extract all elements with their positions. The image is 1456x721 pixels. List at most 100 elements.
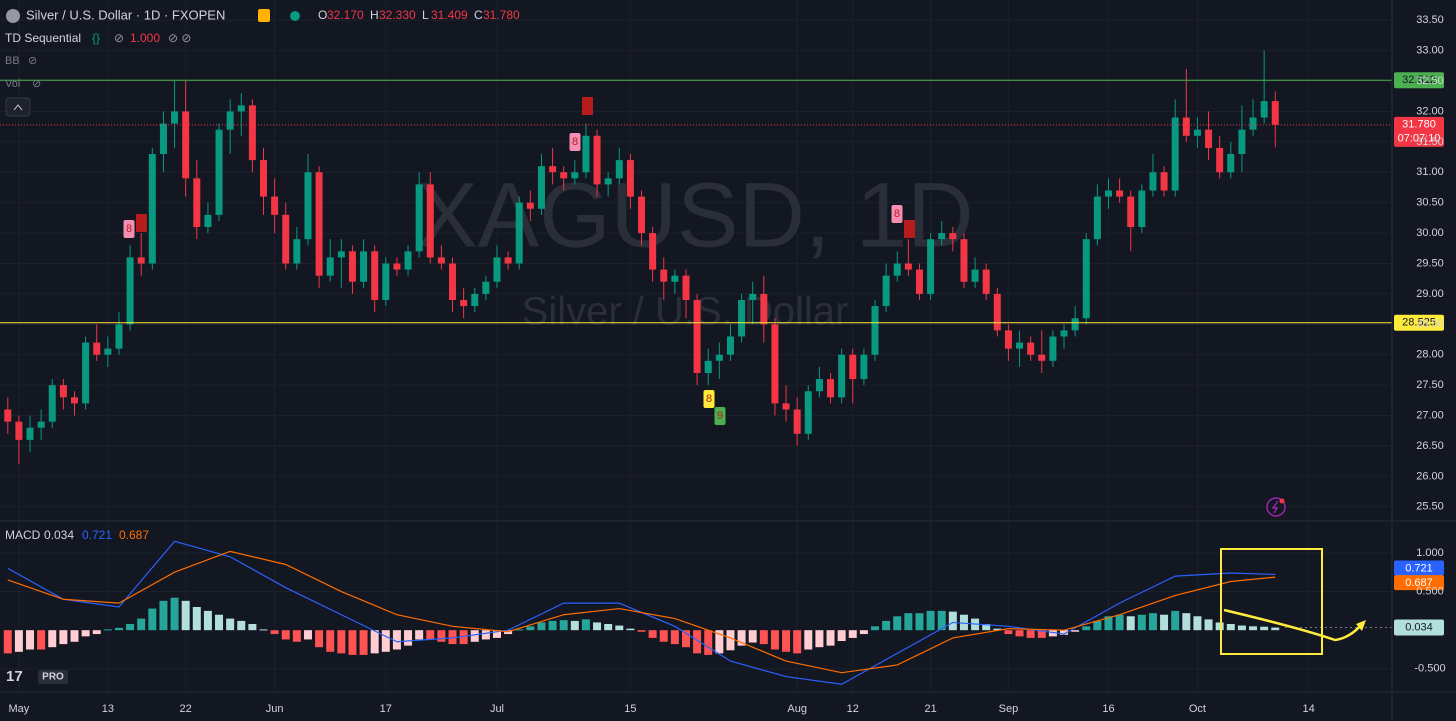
- indicator-icon[interactable]: {}: [92, 31, 100, 45]
- y-tick-label: 31.00: [1416, 166, 1444, 178]
- macd-histogram-bar: [270, 630, 279, 635]
- candle-body: [749, 293, 757, 300]
- x-tick-label: 22: [180, 703, 192, 715]
- candle-body: [1104, 190, 1112, 197]
- candle-body: [282, 214, 290, 264]
- symbol-title[interactable]: Silver / U.S. Dollar · 1D · FXOPEN: [26, 7, 225, 22]
- macd-histogram-bar: [37, 630, 46, 650]
- hidden-icon[interactable]: ⊘: [32, 78, 41, 90]
- macd-histogram-bar: [715, 630, 724, 654]
- alert-dot: [1279, 498, 1285, 504]
- hidden-icon[interactable]: ⊘: [28, 55, 37, 67]
- candle-body: [237, 105, 245, 112]
- candle-body: [115, 324, 123, 349]
- candle-body: [1027, 342, 1035, 355]
- collapse-button[interactable]: [5, 97, 31, 117]
- candle-body: [215, 129, 223, 215]
- macd-histogram-bar: [837, 630, 846, 641]
- macd-histogram-bar: [48, 630, 57, 648]
- macd-histogram-bar: [1104, 616, 1113, 631]
- flag-icon[interactable]: [258, 9, 270, 22]
- candle-body: [704, 360, 712, 373]
- td-arrow: [582, 97, 593, 115]
- td-label-box: [703, 390, 715, 408]
- macd-histogram-bar: [3, 630, 12, 654]
- y-tick-label: 31.50: [1416, 136, 1444, 148]
- candle-body: [1016, 342, 1024, 349]
- macd-histogram-bar: [1171, 610, 1180, 631]
- candle-body: [293, 239, 301, 264]
- macd-histogram-bar: [192, 607, 201, 631]
- candle-body: [104, 348, 112, 355]
- macd-histogram-bar: [215, 614, 224, 631]
- indicator-name[interactable]: TD Sequential: [5, 31, 81, 45]
- td-label: 8: [894, 208, 900, 220]
- macd-histogram-bar: [303, 630, 312, 640]
- indicator-name[interactable]: Vol: [5, 78, 20, 90]
- x-tick-label: 21: [924, 703, 936, 715]
- ohlc-letter: O: [318, 8, 327, 22]
- macd-histogram-bar: [559, 620, 568, 631]
- candle-body: [1182, 117, 1190, 136]
- candle-body: [404, 251, 412, 270]
- macd-histogram-bar: [948, 611, 957, 631]
- macd-histogram-bar: [959, 614, 968, 631]
- macd-histogram-bar: [370, 630, 379, 654]
- watermark-title: XAGUSD, 1D: [416, 164, 973, 266]
- macd-histogram-bar: [159, 600, 168, 631]
- td-label-box: [891, 205, 903, 223]
- macd-histogram-bar: [315, 630, 324, 648]
- macd-histogram-bar: [415, 630, 424, 640]
- macd-histogram-bar: [926, 610, 935, 631]
- macd-histogram-bar: [470, 630, 479, 642]
- candle-body: [449, 263, 457, 300]
- macd-histogram-bar: [848, 630, 857, 638]
- logo-text: PRO: [42, 672, 64, 683]
- candle-body: [1116, 190, 1124, 197]
- x-tick-label: May: [9, 703, 30, 715]
- macd-histogram-bar: [148, 608, 157, 631]
- candle-body: [827, 379, 835, 398]
- macd-histogram-bar: [170, 597, 179, 631]
- y-tick-label: 33.50: [1416, 14, 1444, 26]
- macd-histogram-bar: [248, 624, 257, 631]
- candle-body: [526, 202, 534, 209]
- macd-histogram-bar: [259, 629, 268, 631]
- annotation-box[interactable]: [1220, 548, 1323, 655]
- candle-body: [248, 105, 256, 161]
- macd-histogram-bar: [103, 629, 112, 631]
- td-label-box: [569, 133, 581, 151]
- candle-body: [815, 379, 823, 392]
- x-tick-label: Jul: [490, 703, 504, 715]
- candle-body: [626, 160, 634, 197]
- annotation-arrow[interactable]: [1223, 608, 1363, 642]
- td-label: 8: [572, 136, 578, 148]
- candle-body: [337, 251, 345, 258]
- ohlc-value: 32.170: [327, 8, 364, 22]
- indicator-name[interactable]: BB: [5, 55, 20, 67]
- macd-histogram-bar: [92, 630, 101, 635]
- macd-histogram-bar: [1060, 630, 1069, 635]
- macd-line: [7, 550, 1276, 674]
- macd-histogram-bar: [426, 630, 435, 640]
- macd-histogram-bar: [648, 630, 657, 638]
- candle-body: [960, 239, 968, 282]
- macd-histogram-bar: [593, 622, 602, 631]
- macd-histogram-bar: [515, 629, 524, 631]
- x-tick-label: Sep: [999, 703, 1019, 715]
- macd-tag: [1394, 575, 1444, 591]
- candle-body: [1249, 117, 1257, 130]
- td-label-box: [714, 407, 726, 425]
- ohlc-legend: O 32.170 H 32.330 L 31.409 C 31.780: [318, 8, 520, 22]
- y-tick-label: 29.50: [1416, 257, 1444, 269]
- alert-icon[interactable]: [1266, 497, 1286, 517]
- alert-icon-bolt: [1271, 500, 1279, 514]
- candle-body: [1238, 129, 1246, 155]
- macd-histogram-bar: [637, 630, 646, 632]
- price-tag: [1394, 72, 1444, 89]
- candle-body: [26, 427, 34, 440]
- macd-tag-label: 0.721: [1405, 562, 1433, 574]
- candle-body: [315, 172, 323, 276]
- candle-body: [504, 257, 512, 264]
- y-tick-label: 30.00: [1416, 227, 1444, 239]
